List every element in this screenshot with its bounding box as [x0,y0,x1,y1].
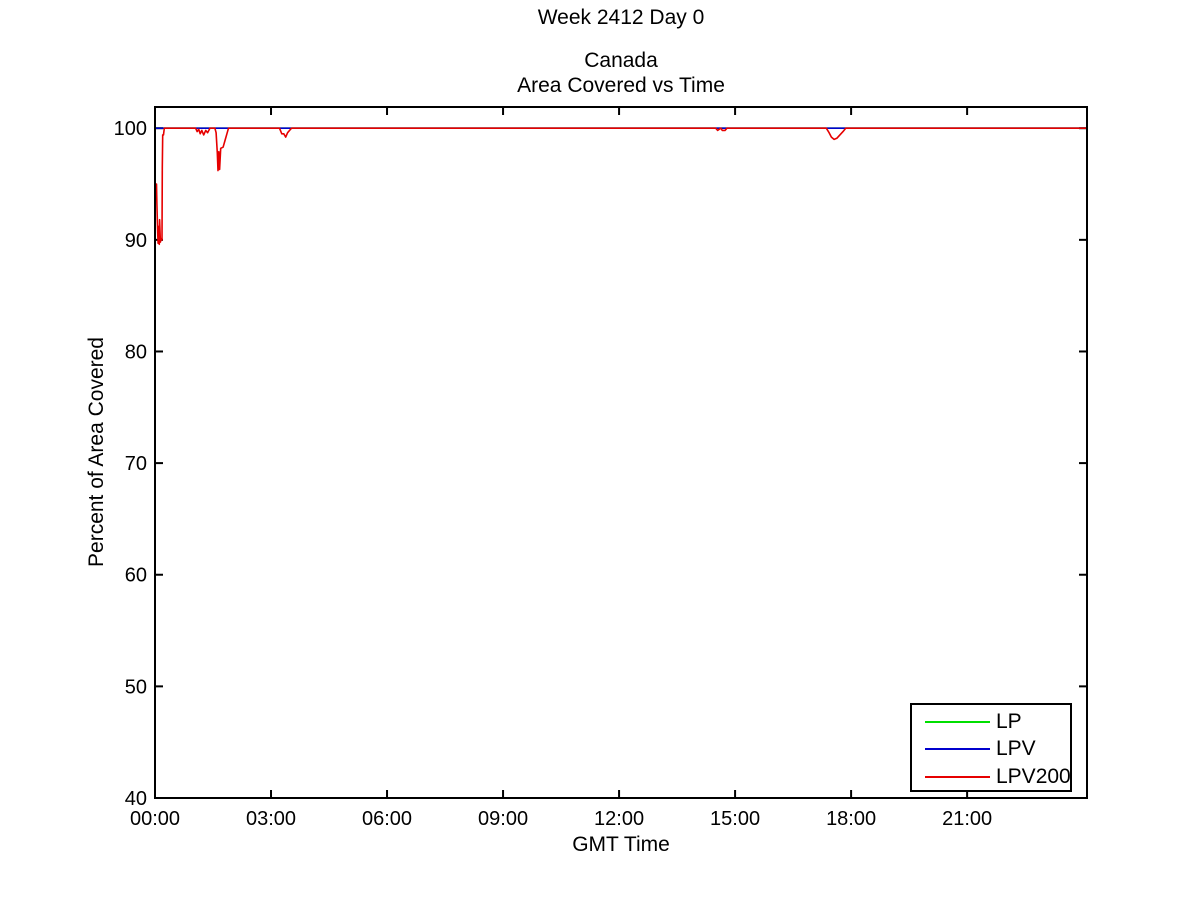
legend-item-lpv: LPV [912,735,1070,763]
legend-item-lpv200: LPV200 [912,763,1071,791]
x-tick-label: 12:00 [594,808,644,830]
figure-title: Week 2412 Day 0 [537,6,705,29]
y-axis-label: Percent of Area Covered [85,337,108,567]
x-axis-label: GMT Time [572,833,670,856]
y-tick-label: 40 [125,788,147,810]
series-layer [154,127,1087,246]
axes-title-line-1: Canada [584,49,658,72]
y-tick-label: 80 [125,341,147,363]
legend-label-lpv: LPV [996,737,1036,760]
x-tick-label: 09:00 [478,808,528,830]
legend-label-lpv200: LPV200 [996,765,1071,788]
lpv200-line-swatch [925,776,990,778]
x-tick-label: 00:00 [130,808,180,830]
series-line-LPV200 [154,127,1087,246]
legend-box: LP LPV LPV200 [910,703,1072,792]
x-tick-label: 18:00 [826,808,876,830]
ticks-layer [154,107,1087,799]
y-tick-label: 50 [125,676,147,698]
x-tick-label: 15:00 [710,808,760,830]
y-tick-label: 60 [125,565,147,587]
x-tick-label: 06:00 [362,808,412,830]
lp-line-swatch [925,721,990,723]
y-tick-label: 90 [125,230,147,252]
axes-title: Canada Area Covered vs Time [155,48,1087,98]
legend-label-lp: LP [996,710,1022,733]
tick-labels-layer: 00:00 03:00 06:00 09:00 12:00 15:00 18:00 21:00… [114,118,993,830]
x-tick-label: 03:00 [246,808,296,830]
y-tick-label: 70 [125,453,147,475]
lpv-line-swatch [925,748,990,750]
plot-frame [154,106,1088,799]
axes-title-line-2: Area Covered vs Time [517,74,725,97]
x-tick-label: 21:00 [942,808,992,830]
legend-item-lp: LP [912,708,1070,736]
y-tick-label: 100 [114,118,147,140]
